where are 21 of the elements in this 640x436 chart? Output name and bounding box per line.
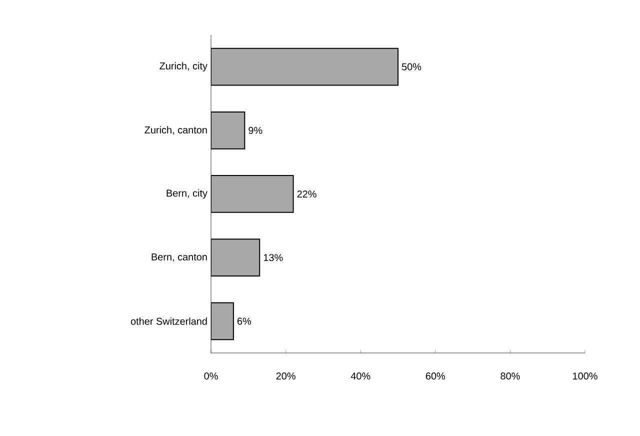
bar — [211, 302, 234, 340]
bar — [211, 48, 399, 86]
bar — [211, 175, 294, 213]
y-tick-label: other Switzerland — [130, 318, 207, 325]
data-label: 6% — [237, 318, 252, 325]
x-tick-label: 40% — [350, 372, 370, 380]
data-label: 50% — [402, 63, 422, 70]
bar — [211, 111, 246, 150]
y-tick-label: Bern, city — [166, 189, 208, 199]
x-tick-label: 20% — [276, 372, 296, 380]
y-tick-label: Zurich, city — [160, 62, 208, 72]
x-tick-label: 80% — [500, 372, 520, 380]
data-label: 22% — [297, 190, 316, 198]
x-tick-label: 60% — [426, 372, 446, 380]
data-label: 13% — [264, 254, 283, 262]
bar — [211, 238, 260, 277]
x-tick-label: 100% — [573, 372, 598, 380]
data-label: 9% — [248, 126, 262, 134]
y-tick-label: Zurich, canton — [144, 126, 207, 135]
x-tick-label: 0% — [204, 372, 218, 380]
y-tick-label: Bern, canton — [152, 254, 207, 262]
